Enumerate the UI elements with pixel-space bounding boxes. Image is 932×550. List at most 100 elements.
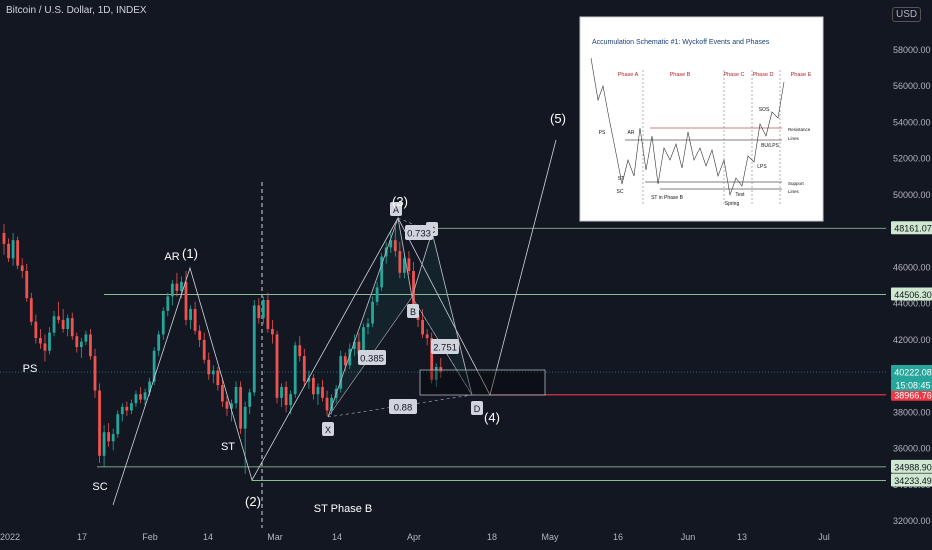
ratio-label: 0.385 [360,354,384,365]
candle-body [321,386,324,398]
wyckoff-label: AR [164,251,179,263]
wyckoff-schematic-inset: Accumulation Schematic #1: Wyckoff Event… [579,16,824,222]
candle-body [52,316,56,333]
level-label: 38966.76 [894,390,932,400]
candle-body [120,406,124,415]
candle [11,232,15,266]
wave-label: (4) [484,410,500,425]
candle [321,379,324,402]
candle [84,330,88,346]
candle-body [125,406,129,411]
candle-body [66,318,70,329]
candle-body [70,318,74,337]
harmonic-point-x: X [325,425,331,435]
x-tick-label: Apr [407,532,421,542]
candle-body [257,305,261,319]
candle [111,428,115,451]
candle [134,390,138,407]
candle-body [20,265,24,272]
harmonic-point-bg [407,304,419,318]
candle [143,388,147,406]
candle-body [339,356,343,389]
candle-body [425,334,429,339]
candle [280,383,283,407]
candle [93,348,97,398]
candle-body [239,386,242,429]
candle [34,314,38,344]
candle-body [248,392,252,407]
candle-body [266,299,270,329]
ratio-label: 2.751 [433,343,457,354]
inset-title: Accumulation Schematic #1: Wyckoff Event… [592,39,770,46]
candle [261,296,265,324]
y-tick-label: 38000.00 [893,407,931,417]
candle [375,281,379,306]
candle [398,242,402,279]
candle-body [16,240,20,266]
x-tick-label: 17 [77,532,87,542]
candle-body [43,343,47,351]
candle-body [202,339,206,360]
candle [325,390,329,416]
candle [102,424,106,467]
candle-body [93,356,97,391]
candle [380,252,384,291]
candle-body [2,232,6,244]
wave-label: (3) [392,194,408,209]
candle [257,298,261,324]
inset-line-label: Lines [788,189,800,194]
candle [125,401,129,416]
target-zone-box [419,369,546,396]
ratio-bg [431,339,459,354]
candle-body [398,251,402,273]
candle-body [89,334,92,357]
candle-body [130,403,133,411]
candle-body [79,341,83,348]
candle [52,310,56,337]
candle-body [107,432,111,442]
candle [266,292,270,333]
inset-event-label: LPS [757,164,767,170]
inset-event-label: AR [628,130,635,136]
candle [25,263,29,302]
candle [207,352,211,380]
inset-phase-label: Phase D [752,72,773,78]
x-tick-label: 16 [613,532,623,542]
candle-body [289,394,293,406]
inset-event-label: SC [617,189,624,195]
candle-body [48,332,51,351]
wyckoff-label: ST [221,441,235,453]
candle-body [284,386,288,406]
candle-body [352,341,356,349]
candle-body [312,377,315,395]
candle [243,401,247,474]
candle [66,314,70,337]
candle [211,365,215,384]
candle-body [275,334,279,398]
candle [198,325,202,348]
inset-line-label: Lines [788,136,800,141]
level-label: 34233.49 [894,476,932,486]
candle-body [380,256,384,288]
wyckoff-label: SC [92,481,107,493]
y-tick-label: 44000.00 [893,299,931,309]
level-label-bg [891,221,932,235]
x-tick-label: Jul [818,532,830,542]
x-tick-label: Feb [142,532,158,542]
y-tick-label: 52000.00 [893,154,931,164]
candle [120,403,124,422]
candle-body [439,367,443,373]
candle-body [143,392,147,400]
y-tick-label: 36000.00 [893,444,931,454]
candle [61,309,65,333]
candle [371,296,374,328]
candle-body [366,323,370,328]
candle [225,396,229,416]
candle-body [175,283,179,291]
wyckoff-label: PS [23,363,38,375]
currency-button[interactable]: USD [892,7,922,22]
candle-body [216,370,220,386]
candle-body [389,240,393,248]
